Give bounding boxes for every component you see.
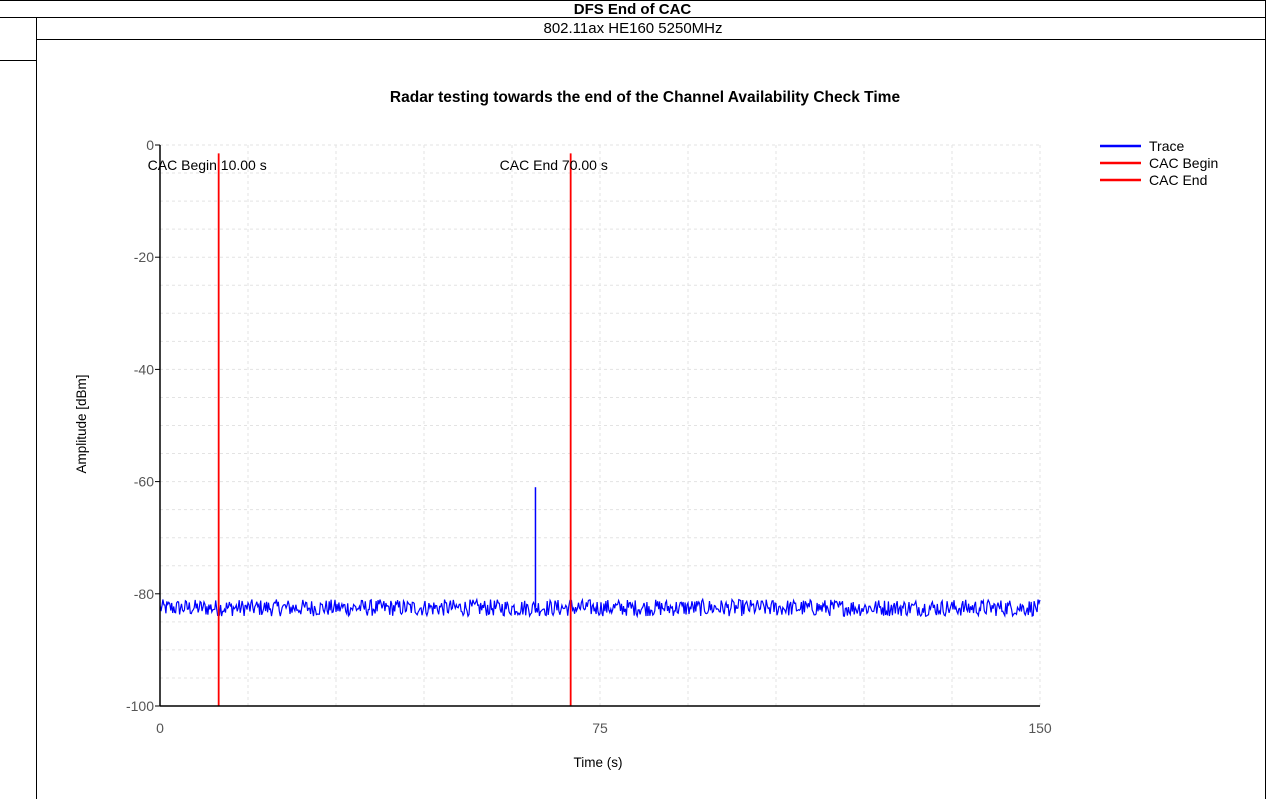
- x-axis-label: Time (s): [574, 755, 623, 770]
- grid: [160, 144, 1041, 706]
- y-tick-label: 0: [146, 137, 154, 153]
- right-border: [1265, 0, 1266, 799]
- trace-layer: [159, 487, 1041, 619]
- legend-label: CAC Begin: [1149, 155, 1218, 171]
- cac-end-annotation: CAC End 70.00 s: [500, 157, 608, 173]
- y-axis-label: Amplitude [dBm]: [74, 374, 89, 473]
- left-border-tick: [0, 60, 36, 61]
- y-tick-label: -20: [134, 249, 154, 265]
- chart-title: Radar testing towards the end of the Cha…: [390, 89, 901, 106]
- legend-label: Trace: [1149, 138, 1184, 154]
- y-tick-label: -40: [134, 361, 154, 377]
- x-tick-label: 150: [1028, 720, 1052, 736]
- report-subheader: 802.11ax HE160 5250MHz: [543, 20, 723, 37]
- marker-layer: CAC Begin 10.00 s CAC End 70.00 s: [148, 153, 608, 706]
- left-border: [36, 18, 37, 799]
- cac-begin-annotation: CAC Begin 10.00 s: [148, 157, 267, 173]
- y-tick-label: -60: [134, 474, 154, 490]
- legend-label: CAC End: [1149, 172, 1207, 188]
- y-tick-label: -80: [134, 586, 154, 602]
- x-tick-label: 0: [156, 720, 164, 736]
- x-tick-label: 75: [592, 720, 608, 736]
- trace-line: [159, 597, 1041, 619]
- y-tick-label: -100: [126, 698, 154, 714]
